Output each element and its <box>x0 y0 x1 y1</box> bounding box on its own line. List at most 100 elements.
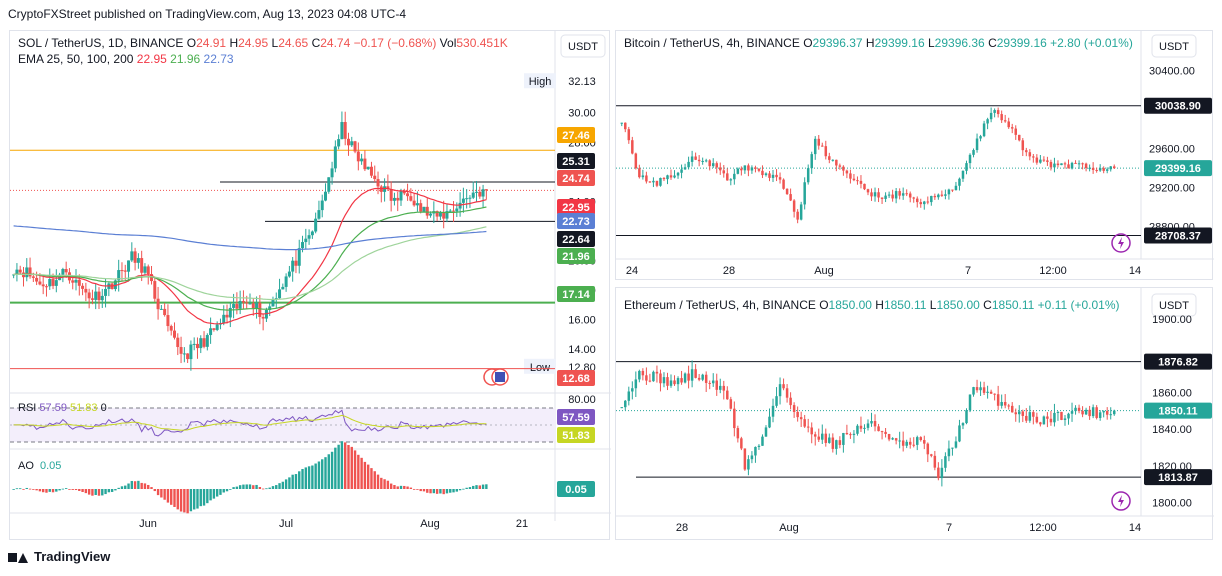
eth-currency-button-text: USDT <box>1159 300 1189 312</box>
sol-candle-body <box>150 274 154 282</box>
sol-candle-body <box>81 285 85 289</box>
btc-candle-body <box>915 198 919 203</box>
btc-currency-button-text: USDT <box>1159 41 1189 53</box>
sol-ao-bar <box>416 489 419 490</box>
btc-candle-body <box>880 197 884 199</box>
eth-candle-body <box>673 380 676 385</box>
btc-candle-body <box>789 194 792 201</box>
sol-ao-bar <box>117 487 120 489</box>
sol-candle-body <box>205 335 209 347</box>
sol-candle-body <box>235 304 239 309</box>
eth-candle-body <box>930 454 933 456</box>
btc-candle-body <box>993 110 996 113</box>
sol-candle-body <box>445 211 449 219</box>
sol-legend: SOL / TetherUS, 1D, BINANCE O24.91 H24.9… <box>18 36 508 50</box>
sol-chart-svg[interactable]: SOL / TetherUS, 1D, BINANCE O24.91 H24.9… <box>10 31 611 541</box>
sol-ao-value: 0.05 <box>40 460 61 472</box>
sol-rsi-legend: RSI 57.59 51.83 0 <box>18 402 107 414</box>
sol-ao-bar <box>58 489 61 491</box>
eth-legend-l: 1850.00 <box>936 298 983 312</box>
btc-candle-body <box>747 165 750 171</box>
sol-candle-body <box>468 197 472 199</box>
btc-candle-body <box>1049 161 1053 168</box>
sol-candle-body <box>461 198 465 203</box>
eth-candle-body <box>715 380 718 390</box>
sol-ao-bar <box>439 489 442 494</box>
sol-candle-body <box>261 316 265 319</box>
sol-candles <box>12 111 488 371</box>
eth-chart-svg[interactable]: Ethereum / TetherUS, 4h, BINANCE O1850.0… <box>616 288 1214 541</box>
sol-candle-body <box>366 166 370 170</box>
btc-candle-body <box>634 153 638 169</box>
sol-rsi-ma-tag: 51.83 <box>557 427 595 443</box>
eth-time-label: Aug <box>779 522 799 534</box>
eth-candle-body <box>659 373 662 384</box>
sol-ao-bar <box>209 489 212 501</box>
sol-price-tag-text: 22.64 <box>562 234 590 246</box>
btc-candle-body <box>662 177 666 180</box>
btc-alert-bolt-icon-ring <box>1111 233 1131 253</box>
btc-candle-body <box>652 180 655 183</box>
btc-candle-body <box>1014 128 1017 135</box>
sol-chart-panel[interactable]: SOL / TetherUS, 1D, BINANCE O24.91 H24.9… <box>9 30 611 541</box>
eth-candle-body <box>754 446 757 456</box>
sol-ao-bar <box>321 459 324 489</box>
btc-candle-body <box>803 182 806 205</box>
sol-ema-legend: EMA 25, 50, 100, 200 22.95 21.96 22.73 <box>18 52 234 66</box>
sol-candle-body <box>113 280 117 290</box>
btc-candle-body <box>859 180 863 184</box>
eth-candle-body <box>835 440 838 449</box>
sol-ao-bar <box>366 464 370 489</box>
sol-ao-bar <box>160 489 163 498</box>
sol-ema-value: 22.95 <box>137 52 170 66</box>
eth-candle-body <box>1067 413 1070 419</box>
sol-ao-bar <box>55 489 58 492</box>
eth-candle-body <box>722 385 726 391</box>
eth-candle-body <box>680 378 683 383</box>
btc-candle-body <box>908 193 912 198</box>
sol-ao-bar <box>442 489 445 495</box>
btc-candle-body <box>775 174 778 178</box>
btc-candle-body <box>796 211 799 220</box>
btc-candle-body <box>676 172 680 176</box>
btc-candle-body <box>673 175 676 178</box>
sol-legend-symbol: SOL / TetherUS, 1D, BINANCE <box>18 36 187 50</box>
sol-candle-body <box>389 188 393 201</box>
sol-ao-bar <box>317 461 321 489</box>
sol-legend-h_label: H <box>229 36 238 50</box>
btc-chart-svg[interactable]: Bitcoin / TetherUS, 4h, BINANCE O29396.3… <box>616 31 1214 281</box>
eth-candle-body <box>852 433 856 435</box>
btc-price-tag: 30038.90 <box>1144 97 1212 114</box>
sol-ao-bar <box>101 489 104 496</box>
sol-candle-body <box>350 141 354 146</box>
sol-candle-body <box>452 210 456 212</box>
eth-candle-body <box>701 374 704 380</box>
sol-ao-bar <box>242 484 245 489</box>
sol-ao-bar <box>399 485 403 489</box>
sol-candle-body <box>333 146 337 169</box>
btc-legend-line: Bitcoin / TetherUS, 4h, BINANCE O29396.3… <box>624 36 1133 50</box>
eth-candle-body <box>1032 412 1035 417</box>
btc-axis-tick: 29200.00 <box>1149 183 1195 195</box>
btc-chart-panel[interactable]: Bitcoin / TetherUS, 4h, BINANCE O29396.3… <box>615 30 1214 281</box>
eth-candle-body <box>803 419 806 427</box>
sol-currency-button: USDT <box>560 34 606 58</box>
eth-candle-body <box>845 432 849 435</box>
sol-candle-body <box>74 279 78 283</box>
eth-candle-body <box>856 425 859 434</box>
eth-price-tag-bg <box>1144 402 1212 419</box>
eth-candle-body <box>764 427 768 437</box>
sol-ao-bar <box>238 485 242 489</box>
eth-chart-panel[interactable]: Ethereum / TetherUS, 4h, BINANCE O1850.0… <box>615 287 1214 541</box>
sol-ao-bar <box>120 486 124 489</box>
eth-candle-body <box>736 428 740 439</box>
btc-candle-body <box>1035 157 1039 163</box>
eth-candle-body <box>785 388 789 398</box>
sol-ao-bar <box>396 486 399 489</box>
btc-legend-h: 29399.16 <box>875 36 928 50</box>
btc-candle-body <box>1007 121 1010 128</box>
btc-time-label: 7 <box>965 265 971 277</box>
btc-price-tag-text: 28708.37 <box>1155 231 1201 243</box>
eth-candle-body <box>782 384 785 389</box>
eth-candle-body <box>905 441 908 446</box>
